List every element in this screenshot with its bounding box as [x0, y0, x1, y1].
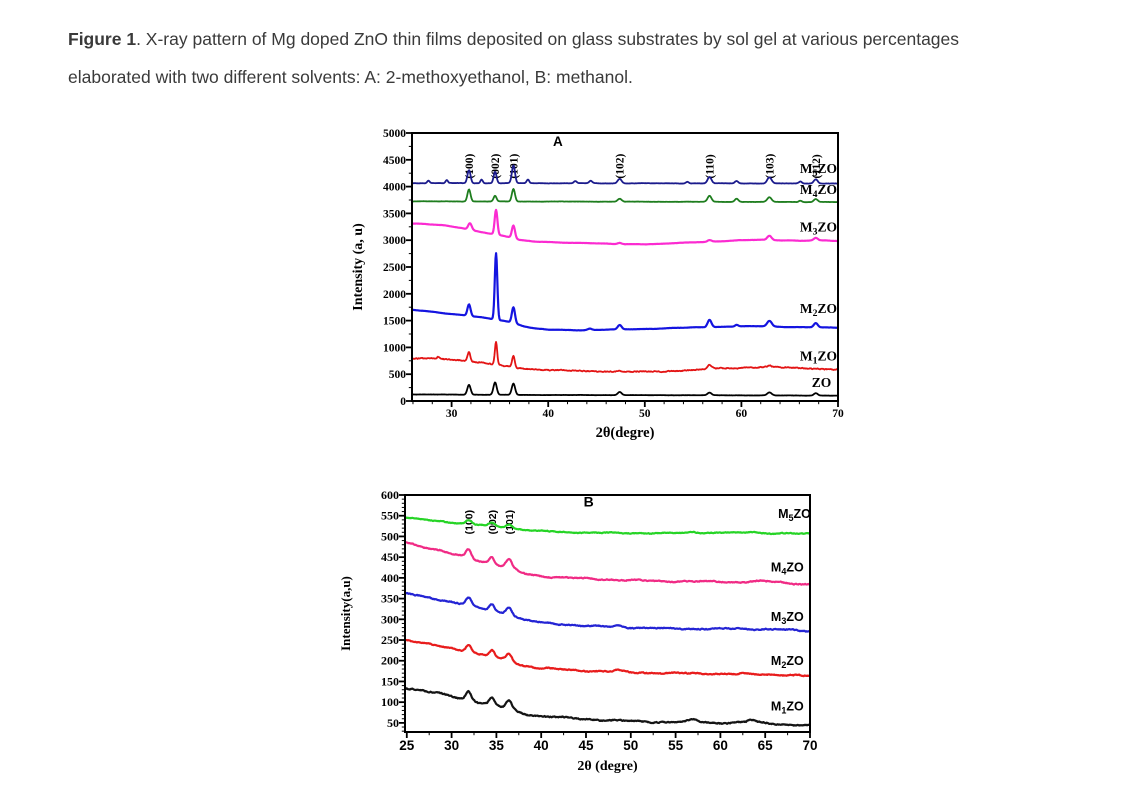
peak-label-(101): (101): [504, 510, 516, 535]
x-tick-label: 30: [446, 408, 458, 420]
series-label-M1ZO: M1ZO: [800, 348, 837, 366]
series-curve-M3ZO: [406, 591, 809, 633]
x-axis-label-A: 2θ(degre): [596, 425, 655, 441]
x-tick-label: 40: [534, 738, 549, 753]
x-tick-label: 55: [668, 738, 684, 753]
caption-line-1: Figure 1. X-ray pattern of Mg doped ZnO …: [68, 20, 1108, 58]
plot-frame-B: [404, 494, 811, 733]
y-tick-label: 300: [381, 612, 399, 626]
series-curve-M3ZO: [413, 208, 837, 246]
x-tick-label: 70: [802, 738, 817, 753]
series-curve-M5ZO: [413, 164, 837, 185]
y-axis-label-A: Intensity (a, u): [351, 223, 366, 311]
y-tick-label: 350: [381, 592, 399, 606]
x-tick-label: 65: [758, 738, 774, 753]
x-tick-label: 50: [639, 408, 651, 420]
series-label-M5ZO: M5ZO: [800, 161, 837, 179]
series-curve-M4ZO: [406, 541, 809, 586]
series-curve-ZO: [413, 381, 837, 397]
y-tick-label: 450: [381, 550, 399, 564]
series-curve-M2ZO: [413, 252, 837, 332]
y-tick-label: 600: [381, 488, 399, 502]
series-curve-M1ZO: [406, 686, 809, 727]
y-tick-label: 500: [381, 529, 399, 543]
xrd-chart-b: 25 30 35 40 45 50 55 60 65 70 50 100 150 200 250 300 350…: [338, 488, 818, 774]
y-tick-label: 3500: [383, 208, 406, 220]
series-label-M3ZO: M3ZO: [800, 220, 837, 238]
y-tick-label: 4000: [383, 182, 406, 194]
x-axis-label-B: 2θ (degre): [577, 759, 638, 774]
series-label-M2ZO: M2ZO: [771, 654, 804, 670]
x-tick-label: 35: [489, 738, 505, 753]
xrd-chart-a: 30 40 50 60 70 0 500 1000 1500 2000 2500 3000 3500 40…: [351, 128, 844, 441]
peak-label-(100): (100): [464, 153, 476, 178]
y-tick-label: 2000: [383, 289, 406, 301]
y-tick-label: 400: [381, 571, 399, 585]
series-label-M4ZO: M4ZO: [771, 561, 804, 577]
x-tick-label: 45: [578, 738, 594, 753]
caption-text-1: . X-ray pattern of Mg doped ZnO thin fil…: [136, 29, 960, 49]
peak-label-(110): (110): [705, 154, 717, 178]
figure-caption: Figure 1. X-ray pattern of Mg doped ZnO …: [68, 20, 1108, 96]
y-tick-label: 50: [387, 716, 399, 730]
series-curve-M4ZO: [413, 188, 837, 204]
figure-number: Figure 1: [68, 29, 137, 49]
x-tick-label: 30: [444, 738, 459, 753]
x-tick-label: 50: [623, 738, 638, 753]
series-label-M1ZO: M1ZO: [771, 699, 804, 715]
y-tick-label: 5000: [383, 128, 406, 140]
x-tick-label: 40: [542, 408, 554, 420]
series-label-M4ZO: M4ZO: [800, 182, 837, 200]
series-label-M3ZO: M3ZO: [771, 610, 804, 626]
series-label-ZO: ZO: [812, 375, 832, 390]
caption-line-2: elaborated with two different solvents: …: [68, 67, 633, 87]
peak-label-(100): (100): [464, 510, 476, 535]
y-tick-label: 0: [400, 396, 406, 408]
series-label-M5ZO: M5ZO: [778, 507, 811, 523]
panel-label-B: B: [584, 494, 594, 510]
panel-label-A: A: [553, 134, 563, 149]
x-tick-label: 70: [832, 408, 844, 420]
peak-label-(112): (112): [811, 154, 823, 178]
y-tick-label: 100: [381, 695, 399, 709]
y-axis-label-B: Intensity(a,u): [338, 576, 353, 651]
peak-label-(102): (102): [615, 153, 627, 178]
peak-label-(002): (002): [490, 153, 502, 178]
series-curve-M2ZO: [406, 638, 809, 678]
x-tick-label: 25: [399, 738, 415, 753]
x-tick-label: 60: [736, 408, 748, 420]
y-tick-label: 200: [381, 654, 399, 668]
series-curve-M1ZO: [413, 341, 837, 374]
series-label-M2ZO: M2ZO: [800, 301, 837, 319]
y-tick-label: 4500: [383, 155, 406, 167]
y-tick-label: 2500: [383, 262, 406, 274]
y-tick-label: 1500: [383, 316, 406, 328]
x-tick-label: 60: [713, 738, 728, 753]
y-tick-label: 1000: [383, 342, 406, 354]
series-curve-M5ZO: [406, 516, 809, 536]
y-tick-label: 250: [381, 633, 399, 647]
y-tick-label: 550: [381, 509, 399, 523]
y-tick-label: 500: [389, 369, 407, 381]
peak-label-(103): (103): [764, 153, 776, 178]
y-tick-label: 3000: [383, 235, 406, 247]
y-tick-label: 150: [381, 674, 399, 688]
